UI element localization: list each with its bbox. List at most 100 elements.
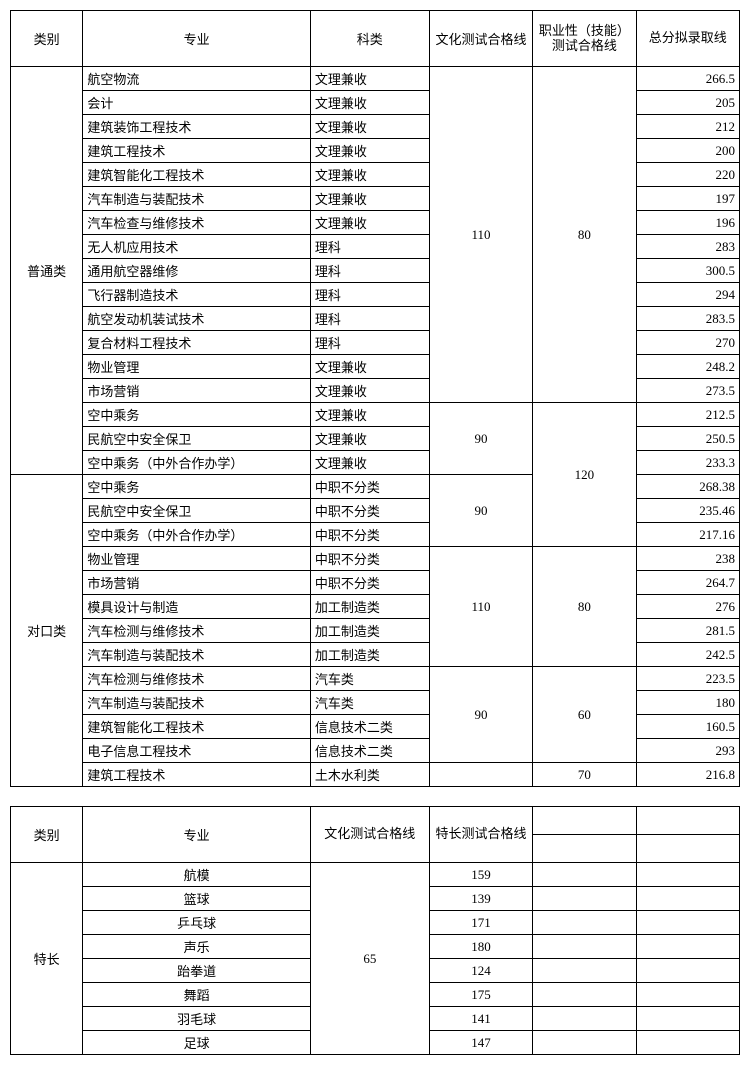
score-cell: 180 — [429, 935, 532, 959]
culture-cell: 90 — [429, 403, 532, 475]
subject-cell: 文理兼收 — [310, 211, 429, 235]
major-cell: 建筑工程技术 — [83, 763, 310, 787]
category-cell: 对口类 — [11, 475, 83, 787]
subject-cell: 信息技术二类 — [310, 715, 429, 739]
subject-cell: 文理兼收 — [310, 115, 429, 139]
total-cell: 217.16 — [636, 523, 739, 547]
major-cell: 模具设计与制造 — [83, 595, 310, 619]
subject-cell: 中职不分类 — [310, 571, 429, 595]
total-cell: 250.5 — [636, 427, 739, 451]
major-cell: 汽车制造与装配技术 — [83, 187, 310, 211]
admission-table-2: 类别专业文化测试合格线特长测试合格线特长航模65159篮球139乒乓球171声乐… — [10, 786, 740, 1055]
subject-cell: 汽车类 — [310, 667, 429, 691]
subject-cell: 文理兼收 — [310, 451, 429, 475]
major-cell: 建筑工程技术 — [83, 139, 310, 163]
header-total: 总分拟录取线 — [636, 11, 739, 67]
major-cell: 通用航空器维修 — [83, 259, 310, 283]
major-cell: 空中乘务（中外合作办学） — [83, 451, 310, 475]
total-cell: 266.5 — [636, 67, 739, 91]
score-cell: 124 — [429, 959, 532, 983]
subject-cell: 理科 — [310, 331, 429, 355]
major-cell: 航模 — [83, 863, 310, 887]
header-category: 类别 — [11, 11, 83, 67]
major-cell: 舞蹈 — [83, 983, 310, 1007]
total-cell: 205 — [636, 91, 739, 115]
total-cell: 220 — [636, 163, 739, 187]
total-cell: 270 — [636, 331, 739, 355]
score-cell: 139 — [429, 887, 532, 911]
total-cell: 160.5 — [636, 715, 739, 739]
total-cell: 281.5 — [636, 619, 739, 643]
culture-cell: 110 — [429, 547, 532, 667]
subject-cell: 文理兼收 — [310, 355, 429, 379]
total-cell: 273.5 — [636, 379, 739, 403]
major-cell: 羽毛球 — [83, 1007, 310, 1031]
total-cell: 294 — [636, 283, 739, 307]
total-cell: 223.5 — [636, 667, 739, 691]
total-cell: 268.38 — [636, 475, 739, 499]
major-cell: 飞行器制造技术 — [83, 283, 310, 307]
major-cell: 汽车制造与装配技术 — [83, 643, 310, 667]
score-cell: 141 — [429, 1007, 532, 1031]
table-row: 类别专业文化测试合格线特长测试合格线 — [11, 807, 740, 835]
header-specialty: 特长测试合格线 — [429, 807, 532, 863]
subject-cell: 理科 — [310, 259, 429, 283]
subject-cell: 文理兼收 — [310, 427, 429, 451]
total-cell: 235.46 — [636, 499, 739, 523]
header-major: 专业 — [83, 11, 310, 67]
vocational-cell: 60 — [533, 667, 636, 763]
subject-cell: 文理兼收 — [310, 91, 429, 115]
major-cell: 民航空中安全保卫 — [83, 499, 310, 523]
total-cell: 242.5 — [636, 643, 739, 667]
subject-cell: 文理兼收 — [310, 67, 429, 91]
subject-cell: 理科 — [310, 235, 429, 259]
major-cell: 物业管理 — [83, 355, 310, 379]
major-cell: 足球 — [83, 1031, 310, 1055]
culture-cell: 65 — [310, 863, 429, 1055]
subject-cell: 加工制造类 — [310, 643, 429, 667]
major-cell: 航空发动机装试技术 — [83, 307, 310, 331]
major-cell: 市场营销 — [83, 571, 310, 595]
major-cell: 空中乘务 — [83, 475, 310, 499]
total-cell: 264.7 — [636, 571, 739, 595]
major-cell: 复合材料工程技术 — [83, 331, 310, 355]
total-cell: 233.3 — [636, 451, 739, 475]
subject-cell: 土木水利类 — [310, 763, 429, 787]
subject-cell: 中职不分类 — [310, 547, 429, 571]
major-cell: 电子信息工程技术 — [83, 739, 310, 763]
table-row: 汽车检测与维修技术汽车类9060223.5 — [11, 667, 740, 691]
vocational-cell: 80 — [533, 547, 636, 667]
header-subject: 科类 — [310, 11, 429, 67]
table-row: 物业管理中职不分类11080238 — [11, 547, 740, 571]
table-row: 类别专业科类文化测试合格线职业性（技能）测试合格线总分拟录取线 — [11, 11, 740, 39]
subject-cell: 加工制造类 — [310, 619, 429, 643]
total-cell: 283.5 — [636, 307, 739, 331]
major-cell: 无人机应用技术 — [83, 235, 310, 259]
culture-cell: 90 — [429, 475, 532, 547]
subject-cell: 中职不分类 — [310, 475, 429, 499]
admission-table-1: 类别专业科类文化测试合格线职业性（技能）测试合格线总分拟录取线普通类航空物流文理… — [10, 10, 740, 787]
major-cell: 建筑智能化工程技术 — [83, 163, 310, 187]
major-cell: 汽车检查与维修技术 — [83, 211, 310, 235]
major-cell: 航空物流 — [83, 67, 310, 91]
major-cell: 跆拳道 — [83, 959, 310, 983]
header-major: 专业 — [83, 807, 310, 863]
category-cell: 普通类 — [11, 67, 83, 475]
vocational-cell: 70 — [533, 763, 636, 787]
total-cell: 300.5 — [636, 259, 739, 283]
culture-cell: 90 — [429, 667, 532, 763]
total-cell: 212 — [636, 115, 739, 139]
total-cell: 200 — [636, 139, 739, 163]
total-cell: 283 — [636, 235, 739, 259]
header-category: 类别 — [11, 807, 83, 863]
subject-cell: 中职不分类 — [310, 523, 429, 547]
total-cell: 238 — [636, 547, 739, 571]
total-cell: 197 — [636, 187, 739, 211]
table-row: 特长航模65159 — [11, 863, 740, 887]
major-cell: 乒乓球 — [83, 911, 310, 935]
total-cell: 196 — [636, 211, 739, 235]
major-cell: 汽车检测与维修技术 — [83, 667, 310, 691]
subject-cell: 理科 — [310, 283, 429, 307]
subject-cell: 文理兼收 — [310, 379, 429, 403]
subject-cell: 文理兼收 — [310, 403, 429, 427]
